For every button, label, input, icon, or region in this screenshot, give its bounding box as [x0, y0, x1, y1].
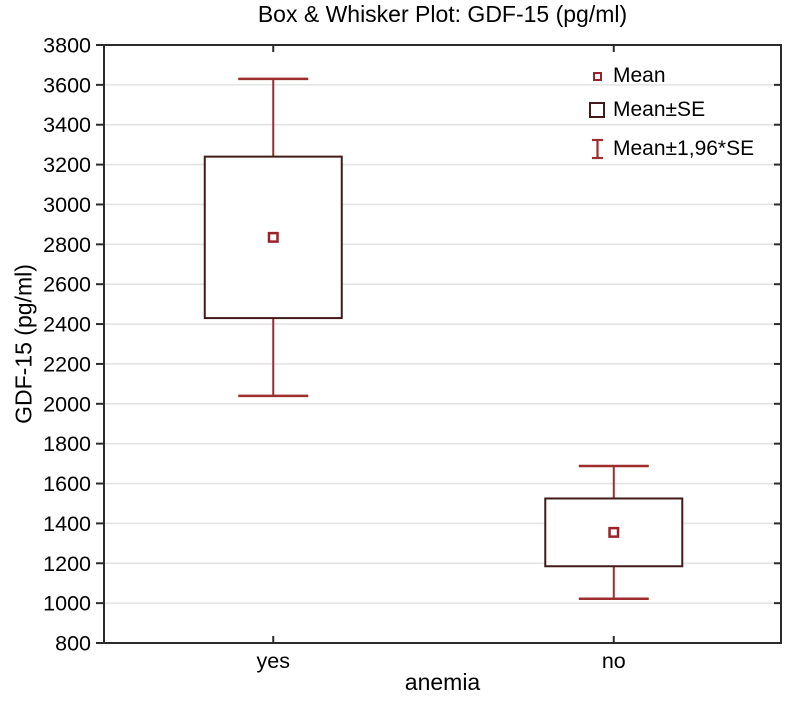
y-tick-label: 3000: [43, 193, 91, 217]
y-tick-label: 3200: [43, 153, 91, 177]
mean-marker: [267, 231, 279, 243]
x-tick-label: yes: [257, 649, 290, 673]
y-tick-label: 3600: [43, 73, 91, 97]
mean-marker-icon: [592, 71, 602, 81]
y-tick-label: 2600: [43, 273, 91, 297]
x-tick-label: no: [602, 649, 626, 673]
y-tick-label: 1400: [43, 512, 91, 536]
y-tick-label: 800: [55, 632, 91, 656]
y-tick-label: 3400: [43, 113, 91, 137]
y-tick-label: 2400: [43, 313, 91, 337]
y-tick-label: 1000: [43, 592, 91, 616]
legend-label-mean: Mean: [613, 64, 666, 87]
y-tick-label: 2800: [43, 233, 91, 257]
y-tick-label: 1200: [43, 552, 91, 576]
y-tick-label: 2000: [43, 392, 91, 416]
legend-item-mean: Mean: [586, 64, 666, 88]
legend-item-mean-se: Mean±SE: [586, 98, 705, 122]
ci-whisker-icon: [591, 138, 603, 160]
y-tick-label: 1800: [43, 432, 91, 456]
plot-frame: [103, 44, 782, 644]
legend-item-mean-ci: Mean±1,96*SE: [586, 137, 754, 161]
legend-label-mean-ci: Mean±1,96*SE: [613, 137, 755, 160]
y-tick-label: 2200: [43, 352, 91, 376]
y-tick-label: 3800: [43, 34, 91, 58]
se-box-icon: [589, 102, 605, 118]
legend-label-mean-se: Mean±SE: [613, 98, 706, 121]
y-tick-label: 1600: [43, 472, 91, 496]
mean-marker: [608, 526, 620, 538]
x-axis-label: anemia: [404, 669, 481, 695]
chart-title: Box & Whisker Plot: GDF-15 (pg/ml): [257, 1, 628, 27]
